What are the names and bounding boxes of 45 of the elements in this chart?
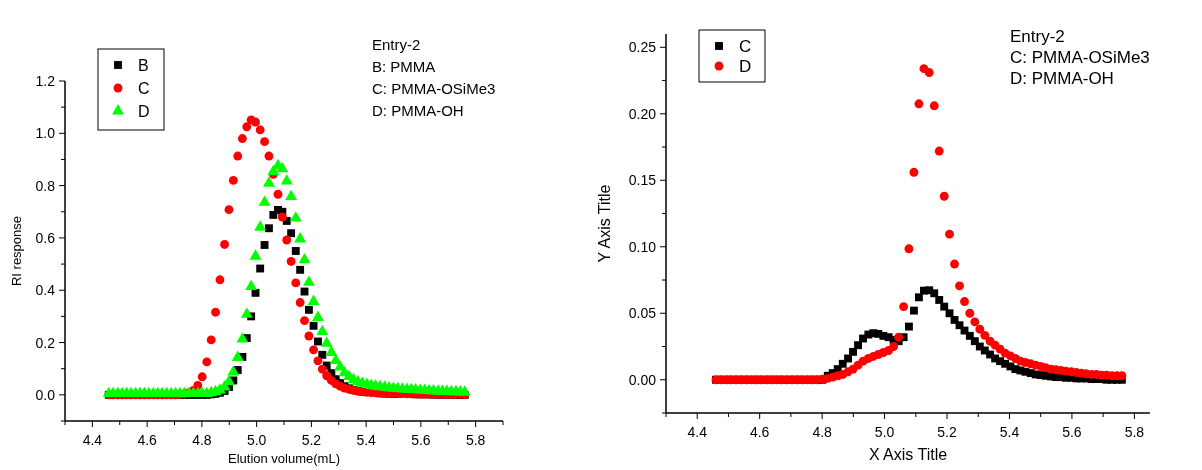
annotation: Entry-2 (1010, 27, 1065, 46)
legend-label: C (739, 37, 752, 56)
annotation: D: PMMA-OH (1010, 69, 1114, 88)
y-tick-label: 0.00 (628, 371, 657, 388)
x-tick-label: 4.6 (749, 424, 770, 440)
y-tick-label: 0.4 (35, 282, 56, 299)
legend-label: B (138, 57, 149, 74)
annotation: D: PMMA-OH (372, 102, 464, 119)
x-tick-label: 4.4 (82, 432, 103, 448)
y-tick-label: 0.8 (35, 177, 56, 194)
x-tick-label: 5.4 (356, 432, 377, 448)
y-axis-title: Y Axis Title (596, 184, 613, 263)
x-tick-label: 5.0 (874, 424, 895, 440)
y-tick-label: 0.05 (628, 305, 657, 322)
x-tick-label: 5.8 (1124, 424, 1145, 440)
y-tick-label: 0.2 (35, 334, 56, 351)
y-tick-label: 0.20 (628, 105, 657, 122)
x-tick-label: 4.8 (812, 424, 833, 440)
annotation: C: PMMA-OSiMe3 (1010, 48, 1150, 67)
x-tick-label: 5.0 (246, 432, 267, 448)
legend-label: C (138, 80, 150, 97)
y-axis-title: RI response (9, 215, 24, 287)
legend-label: D (138, 103, 150, 120)
x-tick-label: 5.6 (1062, 424, 1082, 440)
x-tick-label: 5.6 (411, 432, 431, 448)
x-tick-label: 4.4 (687, 424, 708, 440)
y-tick-label: 0.10 (628, 238, 657, 255)
x-tick-label: 5.2 (937, 424, 957, 440)
y-tick-label: 1.0 (35, 125, 56, 142)
x-axis-title: Elution volume(mL) (228, 451, 340, 466)
x-tick-label: 5.4 (999, 424, 1020, 440)
x-tick-label: 5.8 (465, 432, 486, 448)
x-tick-label: 4.8 (192, 432, 212, 448)
y-tick-label: 1.2 (35, 73, 56, 89)
x-tick-label: 5.2 (301, 432, 322, 448)
y-tick-label: 0.25 (628, 39, 657, 56)
y-tick-label: 0.15 (628, 172, 657, 189)
y-tick-label: 0.0 (35, 386, 56, 403)
x-axis-title: X Axis Title (868, 446, 948, 463)
x-tick-label: 4.6 (137, 432, 158, 448)
legend-label: D (739, 57, 752, 76)
annotation: C: PMMA-OSiMe3 (372, 80, 496, 97)
y-tick-label: 0.6 (35, 229, 56, 246)
text: B: PMMA (372, 58, 436, 75)
text: Entry-2 (372, 36, 421, 53)
